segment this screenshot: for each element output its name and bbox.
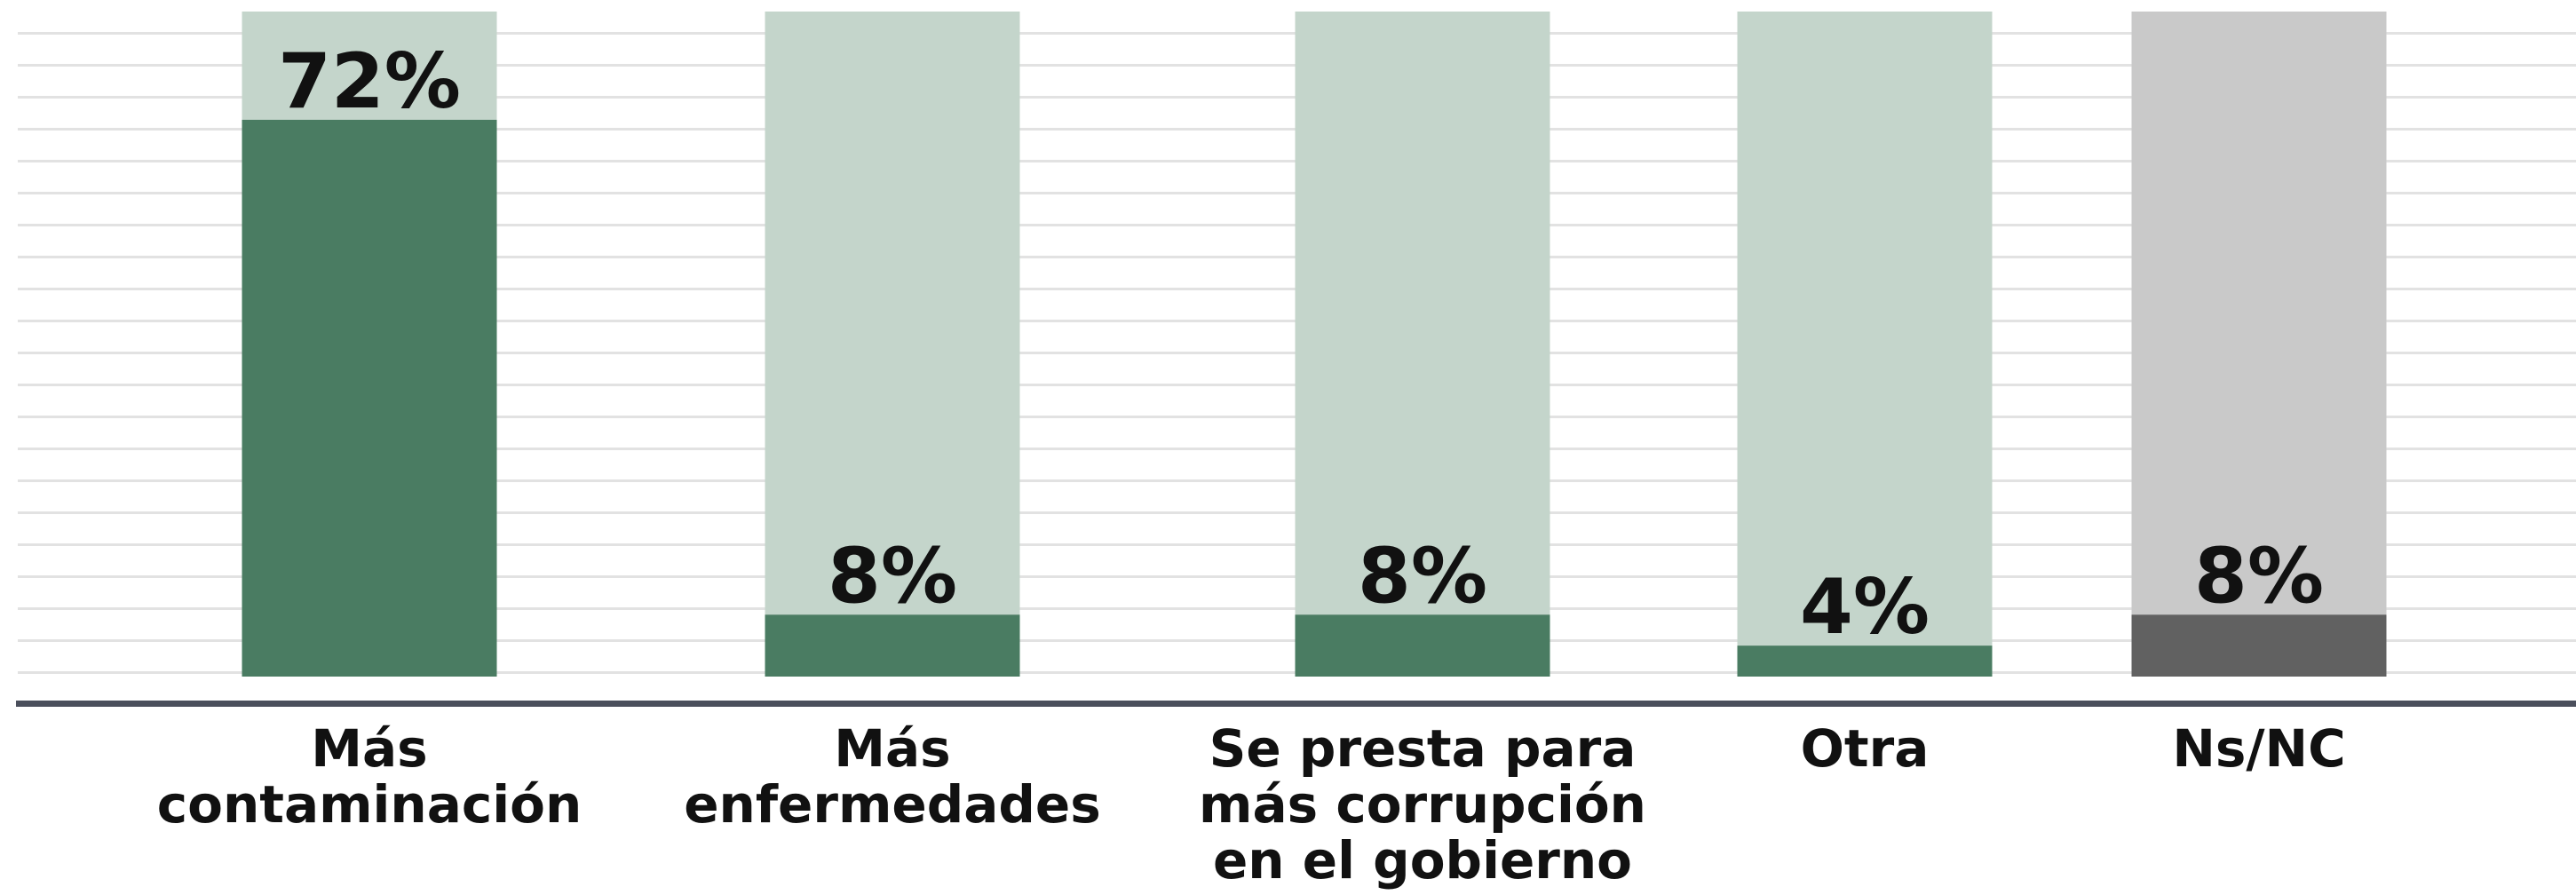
value-label: 8% (2194, 532, 2324, 621)
value-label: 72% (278, 37, 461, 126)
bar (1295, 614, 1550, 677)
x-tick-label: Más enfermedades (684, 718, 1101, 835)
x-axis (16, 701, 2576, 707)
x-tick-label: Otra (1800, 718, 1930, 779)
x-tick-label: Más contaminación (156, 718, 583, 835)
x-tick-label: Se presta para más corrupción en el gobi… (1199, 718, 1646, 891)
bar-track (1737, 12, 1993, 677)
bar (242, 119, 497, 677)
bar (2131, 614, 2387, 677)
value-label: 8% (828, 532, 957, 621)
value-label: 8% (1358, 532, 1487, 621)
bar-track (765, 12, 1020, 677)
bar (765, 614, 1020, 677)
x-tick-label: Ns/NC (2172, 718, 2346, 779)
bar-track (1295, 12, 1550, 677)
bar-track (2131, 12, 2387, 677)
bar (1737, 646, 1993, 677)
bars: 72% 8% 8% 4% 8% (242, 12, 2387, 677)
value-label: 4% (1800, 563, 1930, 652)
